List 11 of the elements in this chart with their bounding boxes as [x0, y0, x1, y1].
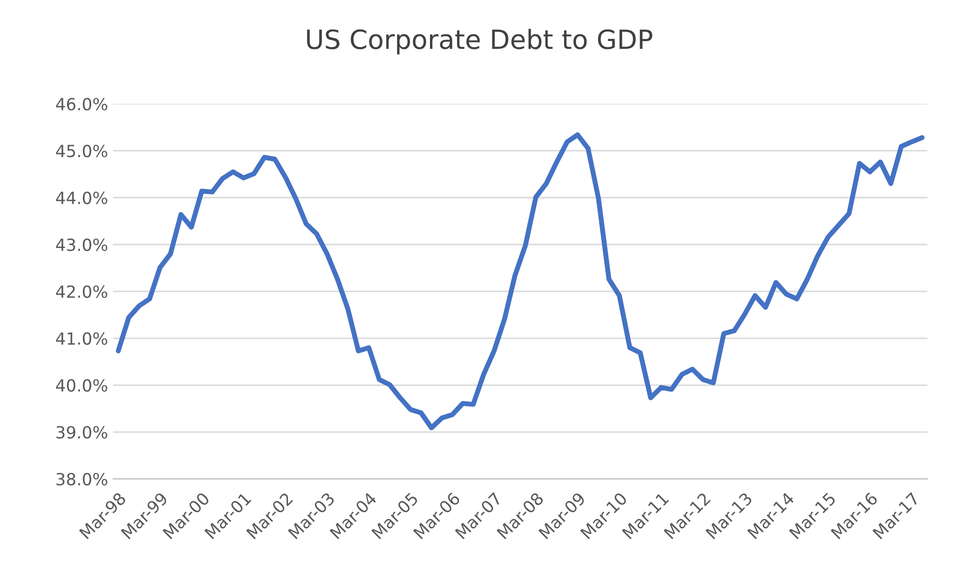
y-tick-label: 40.0%: [56, 379, 108, 392]
y-tick-label: 39.0%: [56, 426, 108, 439]
y-tick-label: 38.0%: [56, 472, 108, 486]
line-series: [116, 132, 925, 430]
y-tick-label: 44.0%: [56, 192, 108, 204]
y-tick-label: 43.0%: [56, 238, 108, 252]
y-tick-label: 45.0%: [56, 144, 108, 158]
y-tick-label: 46.0%: [56, 98, 108, 110]
y-tick-label: 41.0%: [56, 332, 108, 345]
y-tick-label: 42.0%: [56, 285, 108, 298]
chart-title: US Corporate Debt to GDP: [307, 28, 652, 54]
